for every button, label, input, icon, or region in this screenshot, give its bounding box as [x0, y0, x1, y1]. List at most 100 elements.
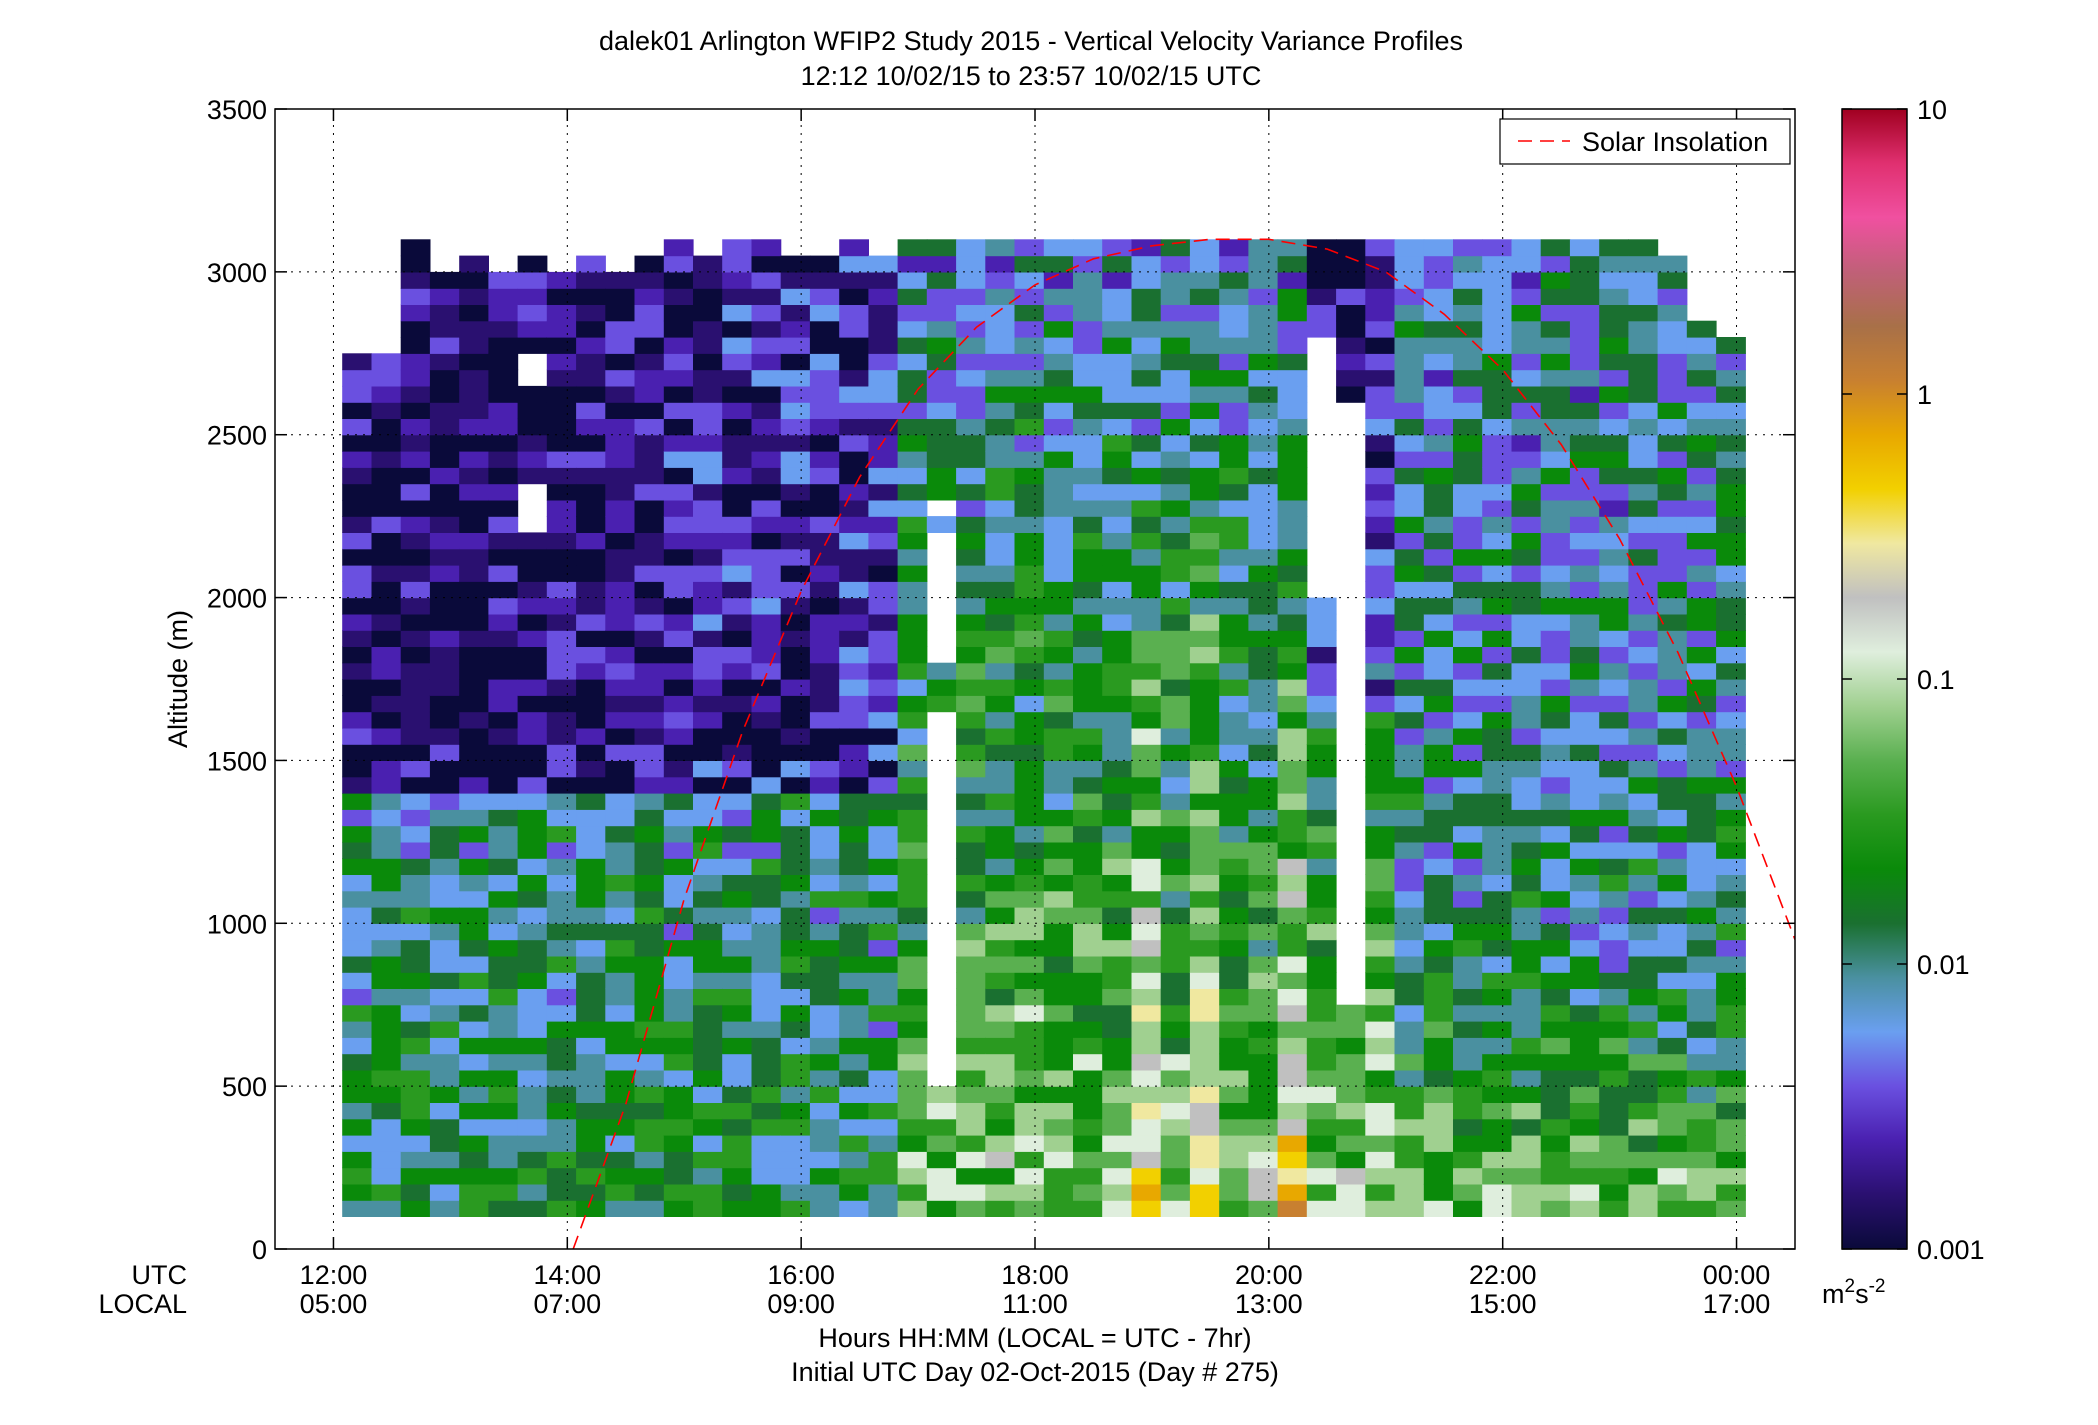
heatmap-cell: [985, 841, 1016, 859]
heatmap-cell: [1716, 467, 1746, 485]
heatmap-cell: [1394, 1004, 1425, 1022]
heatmap-cell: [1394, 271, 1425, 289]
heatmap-cell: [1511, 516, 1542, 533]
heatmap-cell: [1657, 597, 1688, 615]
heatmap-cell: [488, 907, 519, 924]
heatmap-cell: [1277, 418, 1308, 436]
heatmap-cell: [1014, 1086, 1045, 1103]
heatmap-cell: [985, 923, 1016, 941]
heatmap-cell: [1423, 1135, 1454, 1152]
heatmap-cell: [1365, 1086, 1396, 1103]
heatmap-cell: [634, 939, 665, 957]
heatmap-cell: [605, 662, 636, 680]
heatmap-cell: [1160, 630, 1191, 647]
heatmap-cell: [839, 841, 869, 859]
heatmap-cell: [1043, 1086, 1074, 1103]
heatmap-cell: [605, 597, 636, 615]
heatmap-cell: [868, 1053, 899, 1071]
heatmap-cell: [605, 1086, 636, 1103]
heatmap-cell: [517, 1102, 548, 1120]
heatmap-cell: [546, 1053, 577, 1071]
heatmap-cell: [1482, 239, 1512, 257]
heatmap-cell: [1102, 858, 1132, 875]
heatmap-cell: [576, 597, 606, 615]
heatmap-cell: [897, 597, 928, 615]
heatmap-cell: [1716, 646, 1746, 664]
heatmap-cell: [1102, 304, 1132, 322]
heatmap-cell: [634, 434, 665, 452]
heatmap-cell: [1482, 679, 1512, 696]
heatmap-cell: [1160, 662, 1191, 680]
heatmap-cell: [1599, 776, 1629, 794]
heatmap-cell: [517, 1037, 548, 1055]
heatmap-cell: [1716, 385, 1746, 403]
heatmap-cell: [1102, 744, 1132, 761]
heatmap-cell: [839, 1086, 869, 1103]
heatmap-cell: [1540, 988, 1571, 1006]
heatmap-cell: [429, 923, 460, 941]
heatmap-cell: [839, 955, 869, 973]
heatmap-cell: [1102, 1118, 1132, 1136]
heatmap-cell: [1014, 434, 1045, 452]
heatmap-cell: [868, 695, 899, 713]
heatmap-cell: [1423, 385, 1454, 403]
heatmap-cell: [693, 369, 723, 387]
heatmap-cell: [1686, 793, 1717, 810]
heatmap-cell: [429, 825, 460, 843]
heatmap-cell: [693, 760, 723, 778]
heatmap-cell: [400, 1069, 431, 1087]
heatmap-cell: [1716, 760, 1746, 778]
heatmap-cell: [429, 548, 460, 566]
heatmap-cell: [868, 499, 899, 517]
heatmap-cell: [1219, 516, 1249, 533]
heatmap-cell: [1716, 809, 1746, 827]
heatmap-cell: [429, 646, 460, 664]
heatmap-cell: [1511, 776, 1542, 794]
heatmap-cell: [488, 581, 519, 599]
heatmap-cell: [1657, 972, 1688, 989]
heatmap-cell: [1073, 1037, 1103, 1055]
heatmap-cell: [1131, 972, 1162, 989]
heatmap-cell: [1277, 939, 1308, 957]
heatmap-cell: [546, 955, 577, 973]
heatmap-cell: [1569, 907, 1600, 924]
heatmap-cell: [751, 239, 782, 257]
heatmap-cell: [634, 581, 665, 599]
heatmap-cell: [400, 613, 431, 631]
heatmap-cell: [722, 630, 752, 647]
heatmap-cell: [1131, 939, 1162, 957]
heatmap-cell: [1716, 776, 1746, 794]
heatmap-cell: [1131, 402, 1162, 419]
heatmap-cell: [1540, 385, 1571, 403]
heatmap-cell: [546, 874, 577, 892]
heatmap-cell: [1394, 402, 1425, 419]
heatmap-cell: [634, 890, 665, 908]
heatmap-cell: [1394, 597, 1425, 615]
heatmap-cell: [663, 695, 694, 713]
heatmap-cell: [985, 907, 1016, 924]
heatmap-cell: [1511, 711, 1542, 729]
heatmap-cell: [400, 679, 431, 696]
heatmap-cell: [488, 841, 519, 859]
heatmap-cell: [1686, 353, 1717, 371]
heatmap-cell: [1219, 646, 1249, 664]
heatmap-cell: [1043, 581, 1074, 599]
heatmap-cell: [751, 988, 782, 1006]
heatmap-cell: [1599, 1004, 1629, 1022]
heatmap-cell: [1365, 304, 1396, 322]
heatmap-cell: [1219, 255, 1249, 273]
heatmap-cell: [1336, 1167, 1366, 1185]
heatmap-cell: [634, 467, 665, 485]
heatmap-cell: [693, 727, 723, 745]
heatmap-cell: [1482, 1086, 1512, 1103]
heatmap-cell: [1657, 304, 1688, 322]
heatmap-cell: [517, 532, 548, 550]
heatmap-cell: [751, 581, 782, 599]
heatmap-cell: [1599, 858, 1629, 875]
heatmap-cell: [488, 988, 519, 1006]
heatmap-cell: [1599, 988, 1629, 1006]
heatmap-cell: [371, 841, 402, 859]
heatmap-cell: [1394, 727, 1425, 745]
heatmap-cell: [400, 548, 431, 566]
heatmap-cell: [1599, 597, 1629, 615]
